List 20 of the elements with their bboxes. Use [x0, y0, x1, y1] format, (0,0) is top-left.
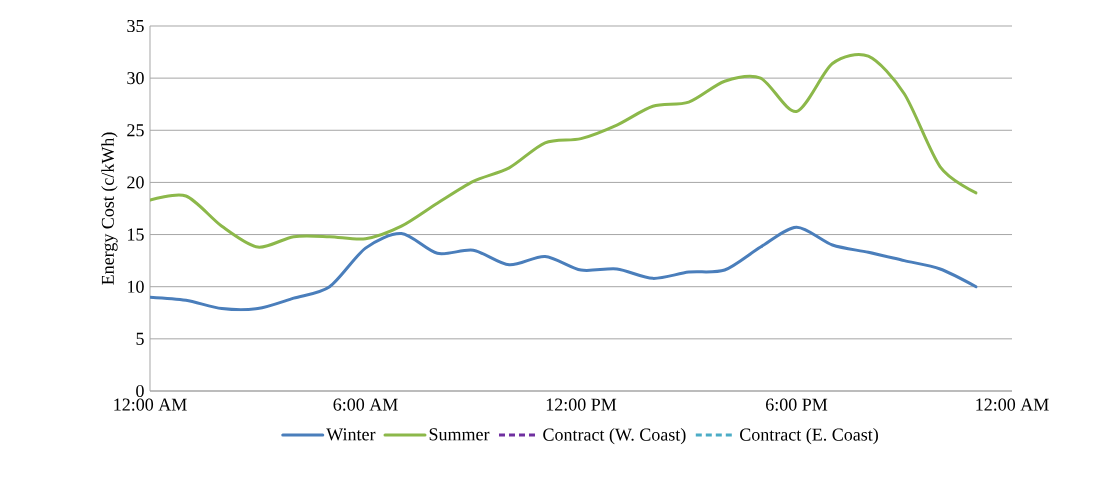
y-tick-label: 35 — [127, 19, 144, 33]
y-axis-title: Energy Cost (c/kWh) — [101, 132, 118, 285]
line-series — [150, 53, 978, 249]
y-tick-label: 5 — [136, 332, 144, 345]
y-tick-label: 25 — [127, 124, 144, 137]
y-tick-label: 10 — [128, 280, 144, 293]
x-tick-label: 6:00 AM — [333, 398, 398, 411]
legend-label: Contract (W. Coast) — [543, 428, 686, 445]
legend-label: Summer — [429, 428, 490, 441]
x-tick-label: 12:00 PM — [546, 398, 617, 411]
legend-label: Winter — [326, 428, 376, 441]
legend-label: Contract (E. Coast) — [740, 428, 878, 445]
x-tick-label: 12:00 AM — [114, 398, 187, 411]
y-tick-label: 15 — [128, 228, 144, 241]
y-tick-label: 30 — [127, 72, 144, 85]
y-tick-label: 0 — [136, 384, 144, 398]
x-tick-label: 6:00 PM — [766, 398, 828, 411]
line-series — [150, 225, 978, 312]
y-tick-label: 20 — [127, 176, 144, 189]
x-tick-label: 12:00 AM — [976, 398, 1049, 411]
